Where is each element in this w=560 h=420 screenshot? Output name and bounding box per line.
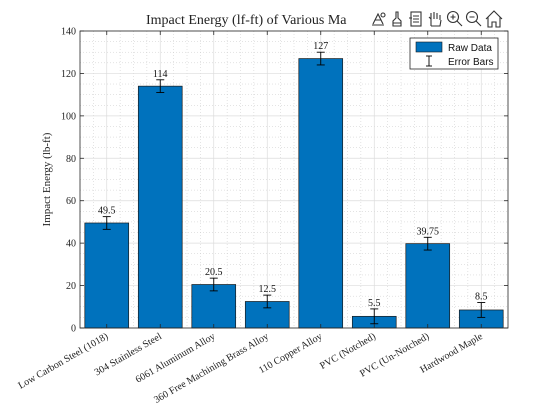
error-bar [102, 216, 111, 230]
pan-hand-icon[interactable] [428, 12, 442, 27]
y-tick-label: 120 [61, 69, 76, 80]
y-axis-ticks: 0 20 40 60 80 100 120 140 [61, 27, 508, 335]
legend-swatch-errorbar [426, 55, 432, 67]
error-bar [370, 308, 379, 325]
axes-box [79, 30, 509, 329]
data-label: 39.75 [417, 226, 440, 237]
data-label: 49.5 [98, 206, 116, 217]
data-label: 127 [313, 41, 328, 52]
y-tick-label: 140 [61, 27, 76, 38]
data-label: 12.5 [259, 284, 277, 295]
error-bar [209, 277, 218, 292]
y-tick-label: 20 [66, 281, 76, 292]
brush-icon[interactable] [392, 11, 402, 27]
zoom-in-icon[interactable] [446, 10, 463, 27]
y-tick-label: 60 [66, 196, 76, 207]
data-labels: 49.5 114 20.5 12.5 127 5.5 39.75 8.5 [98, 41, 488, 309]
legend: Raw Data Error Bars [409, 37, 499, 70]
y-tick-label: 40 [66, 239, 76, 250]
data-label: 114 [153, 69, 168, 80]
y-axis-label: Impact Energy (lb-ft) [41, 132, 53, 226]
home-icon[interactable] [485, 10, 503, 28]
data-label: 20.5 [205, 267, 223, 278]
error-bar [477, 302, 486, 318]
data-label: 5.5 [368, 298, 381, 309]
error-bar [316, 51, 325, 66]
bar [298, 58, 344, 329]
legend-entry-raw-data: Raw Data [448, 43, 492, 54]
data-tips-icon[interactable] [372, 12, 386, 26]
error-bar [156, 79, 165, 93]
error-bar [423, 236, 432, 251]
bar [137, 85, 183, 329]
y-tick-label: 0 [71, 324, 76, 335]
x-tick-label: Low Carbon Steel (1018) [16, 331, 110, 391]
axes-toolbar [367, 8, 507, 30]
link-icon[interactable] [409, 11, 422, 27]
chart-title: Impact Energy (lf-ft) of Various Ma [146, 13, 347, 28]
y-tick-label: 100 [61, 111, 76, 122]
y-tick-label: 80 [66, 154, 76, 165]
x-axis-ticks: Low Carbon Steel (1018)304 Stainless Ste… [16, 31, 485, 406]
bar [84, 222, 130, 329]
minor-grid [80, 31, 508, 328]
legend-swatch-bar [415, 41, 443, 53]
legend-entry-error-bars: Error Bars [448, 57, 494, 68]
data-label: 8.5 [475, 292, 488, 303]
error-bar [263, 294, 272, 309]
error-bars [102, 51, 486, 325]
bar [405, 243, 451, 329]
bar [191, 284, 237, 329]
zoom-out-icon[interactable] [465, 10, 482, 27]
